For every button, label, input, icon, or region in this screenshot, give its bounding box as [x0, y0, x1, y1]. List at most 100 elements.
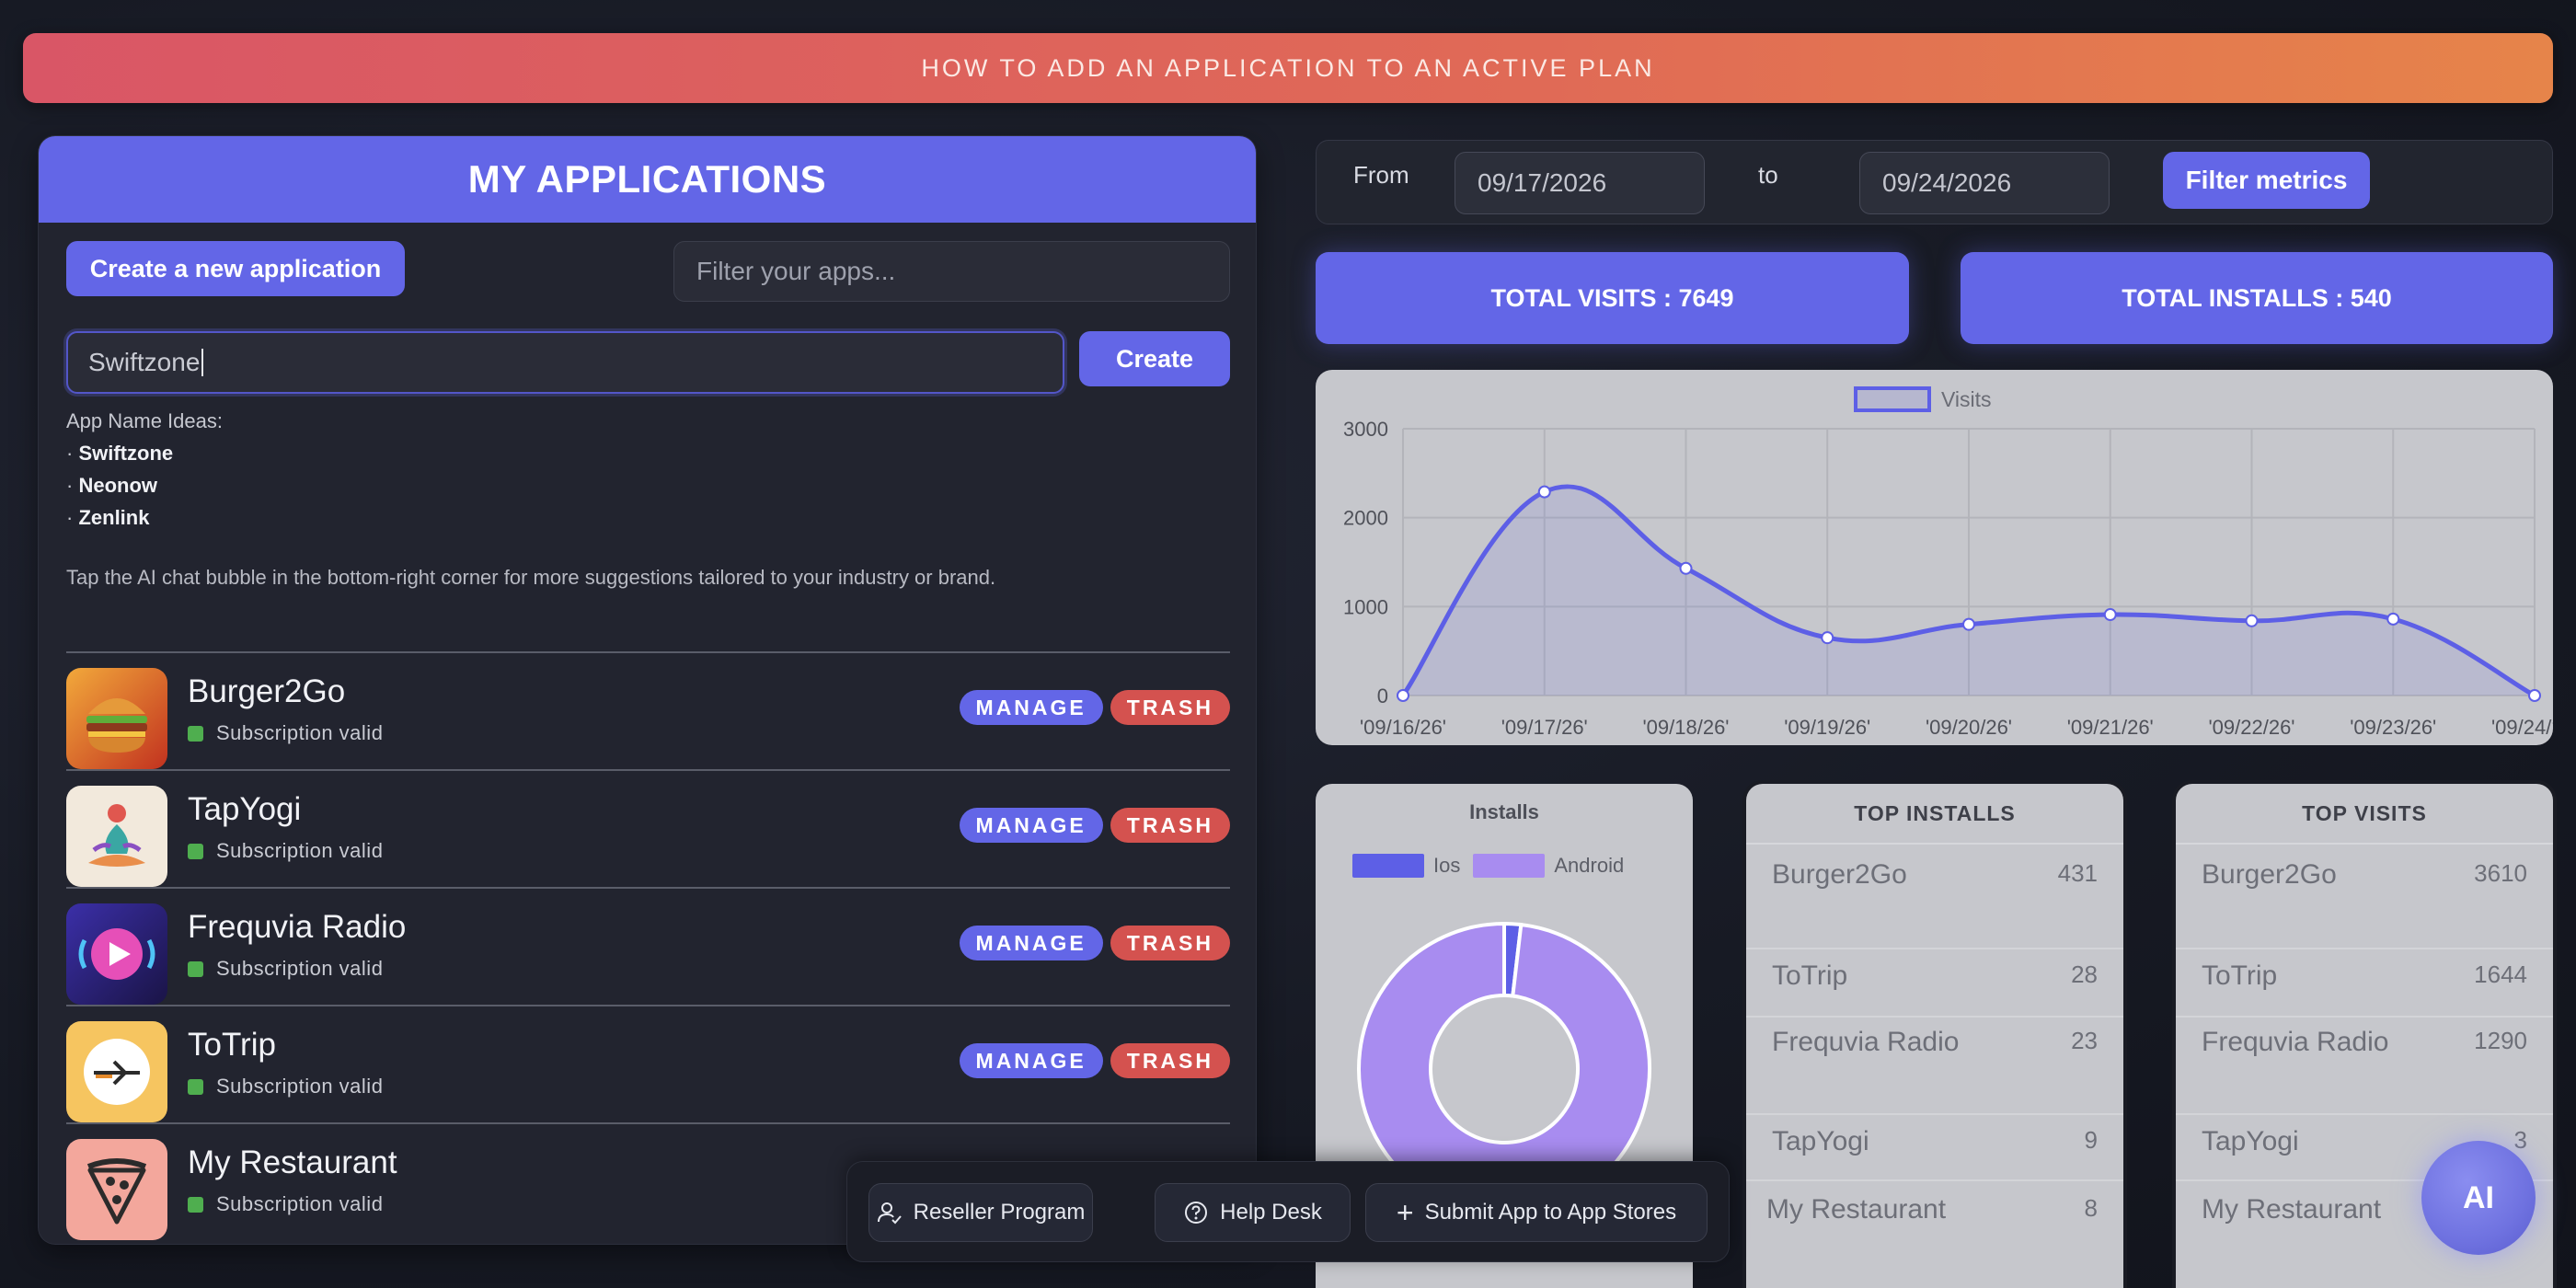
row-name: TapYogi	[1772, 1126, 1869, 1156]
visits-point	[2386, 612, 2400, 626]
y-tick-label: 2000	[1343, 507, 1388, 530]
user-check-icon	[877, 1202, 902, 1225]
row-name: Burger2Go	[1772, 859, 1907, 890]
visits-point	[2103, 608, 2117, 622]
status-indicator	[188, 843, 203, 859]
trash-button[interactable]: TRASH	[1110, 808, 1230, 843]
trash-button[interactable]: TRASH	[1110, 1043, 1230, 1078]
panel-header: MY APPLICATIONS	[39, 136, 1256, 223]
row-divider	[2176, 1016, 2553, 1018]
manage-button[interactable]: MANAGE	[959, 808, 1103, 843]
from-date-input[interactable]: 09/17/2026	[1455, 152, 1705, 214]
status-indicator	[188, 725, 203, 742]
app-name-input[interactable]: Swiftzone	[66, 331, 1064, 394]
app-status: Subscription valid	[188, 957, 383, 981]
installs-chart-card: Installs Ios Android	[1316, 784, 1693, 1288]
ai-tip-text: Tap the AI chat bubble in the bottom-rig…	[66, 566, 996, 589]
airplane-icon[interactable]	[66, 1021, 167, 1122]
legend-ios[interactable]: Ios	[1352, 854, 1460, 878]
row-divider	[1746, 1179, 2123, 1181]
status-indicator	[188, 1078, 203, 1095]
yoga-icon[interactable]	[66, 786, 167, 887]
installs-legend: Ios Android	[1352, 854, 1624, 878]
y-tick-label: 1000	[1343, 595, 1388, 618]
visits-point	[1397, 689, 1409, 702]
donut-slice-android[interactable]	[1357, 921, 1651, 1216]
status-text: Subscription valid	[216, 1192, 384, 1215]
to-label: to	[1758, 161, 1778, 189]
x-tick-label: '09/23/26'	[2350, 716, 2436, 739]
row-value: 9	[2084, 1126, 2098, 1154]
app-actions: MANAGE TRASH	[959, 808, 1230, 843]
applications-panel: MY APPLICATIONS Create a new application…	[39, 136, 1256, 1244]
legend-visits-label: Visits	[1941, 387, 1992, 411]
total-installs: TOTAL INSTALLS : 540	[2122, 283, 2392, 312]
app-row: My Restaurant Subscription valid	[66, 1122, 1230, 1240]
row-value: 23	[2071, 1027, 2098, 1054]
x-tick-label: '09/16/26'	[1360, 716, 1446, 739]
ios-swatch	[1352, 854, 1424, 878]
visits-line	[1400, 484, 2536, 698]
trash-button[interactable]: TRASH	[1110, 926, 1230, 960]
trash-button[interactable]: TRASH	[1110, 690, 1230, 725]
reseller-program-button[interactable]: Reseller Program	[868, 1183, 1093, 1242]
app-name: Frequvia Radio	[188, 909, 407, 945]
submit-app-button[interactable]: + Submit App to App Stores	[1365, 1183, 1708, 1242]
panel-title: MY APPLICATIONS	[467, 157, 827, 201]
top-installs-card: TOP INSTALLS Burger2Go 431 ToTrip 28 Frequ…	[1746, 784, 2123, 1288]
x-tick-label: '09/19/26'	[1784, 716, 1870, 739]
idea-item: Swiftzone	[78, 442, 174, 465]
bottom-action-bar: Reseller Program Help Desk + Submit App …	[846, 1161, 1730, 1262]
text-caret	[201, 349, 204, 376]
help-desk-button[interactable]: Help Desk	[1155, 1183, 1351, 1242]
app-name: My Restaurant	[188, 1144, 397, 1180]
radio-play-icon[interactable]	[66, 903, 167, 1005]
legend-visits-swatch	[1854, 386, 1931, 412]
legend-android[interactable]: Android	[1473, 854, 1624, 878]
visits-point	[1679, 561, 1693, 575]
filter-metrics-label: Filter metrics	[2185, 166, 2348, 194]
filter-apps-input[interactable]: Filter your apps...	[673, 241, 1230, 302]
legend-ios-label: Ios	[1433, 854, 1461, 877]
row-name: Frequvia Radio	[1772, 1027, 1960, 1057]
help-banner[interactable]: HOW TO ADD AN APPLICATION TO AN ACTIVE P…	[23, 33, 2553, 103]
idea-item: Neonow	[78, 474, 158, 497]
row-value: 28	[2071, 960, 2098, 988]
from-label: From	[1353, 161, 1409, 189]
y-tick-label: 0	[1377, 684, 1388, 707]
status-text: Subscription valid	[216, 1075, 384, 1098]
x-tick-label: '09/24/26'	[2491, 716, 2553, 739]
visits-point	[1962, 617, 1975, 631]
status-text: Subscription valid	[216, 839, 384, 862]
app-row: ToTrip Subscription valid MANAGE TRASH	[66, 1005, 1230, 1122]
manage-button[interactable]: MANAGE	[959, 926, 1103, 960]
visits-chart-card: Visits 0 1000 2000 3000 '09/16/26' '09/17/26' '…	[1316, 370, 2553, 745]
app-actions: MANAGE TRASH	[959, 690, 1230, 725]
ai-chat-bubble[interactable]: AI	[2421, 1141, 2536, 1255]
row-name: TapYogi	[2202, 1126, 2299, 1156]
total-visits: TOTAL VISITS : 7649	[1490, 283, 1734, 312]
x-tick-label: '09/18/26'	[1642, 716, 1729, 739]
total-visits-card: TOTAL VISITS : 7649	[1316, 252, 1909, 344]
app-name: TapYogi	[188, 791, 302, 827]
top-visits-card: TOP VISITS Burger2Go 3610 ToTrip 1644 Freq…	[2176, 784, 2553, 1288]
from-date-value: 09/17/2026	[1478, 168, 1607, 197]
row-name: My Restaurant	[1766, 1194, 1947, 1225]
create-new-application-button[interactable]: Create a new application	[66, 241, 405, 296]
top-installs-title: TOP INSTALLS	[1746, 784, 2123, 845]
y-tick-label: 3000	[1343, 418, 1388, 441]
row-divider	[2176, 948, 2553, 949]
create-button[interactable]: Create	[1079, 331, 1230, 386]
visits-point	[2528, 689, 2541, 702]
burger-icon[interactable]	[66, 668, 167, 769]
pizza-icon[interactable]	[66, 1139, 167, 1240]
filter-metrics-button[interactable]: Filter metrics	[2163, 152, 2370, 209]
x-tick-label: '09/21/26'	[2067, 716, 2154, 739]
manage-button[interactable]: MANAGE	[959, 690, 1103, 725]
manage-button[interactable]: MANAGE	[959, 1043, 1103, 1078]
app-status: Subscription valid	[188, 839, 383, 863]
status-indicator	[188, 1196, 203, 1213]
to-date-input[interactable]: 09/24/2026	[1859, 152, 2110, 214]
app-status: Subscription valid	[188, 721, 383, 745]
banner-text: HOW TO ADD AN APPLICATION TO AN ACTIVE P…	[921, 53, 1655, 82]
